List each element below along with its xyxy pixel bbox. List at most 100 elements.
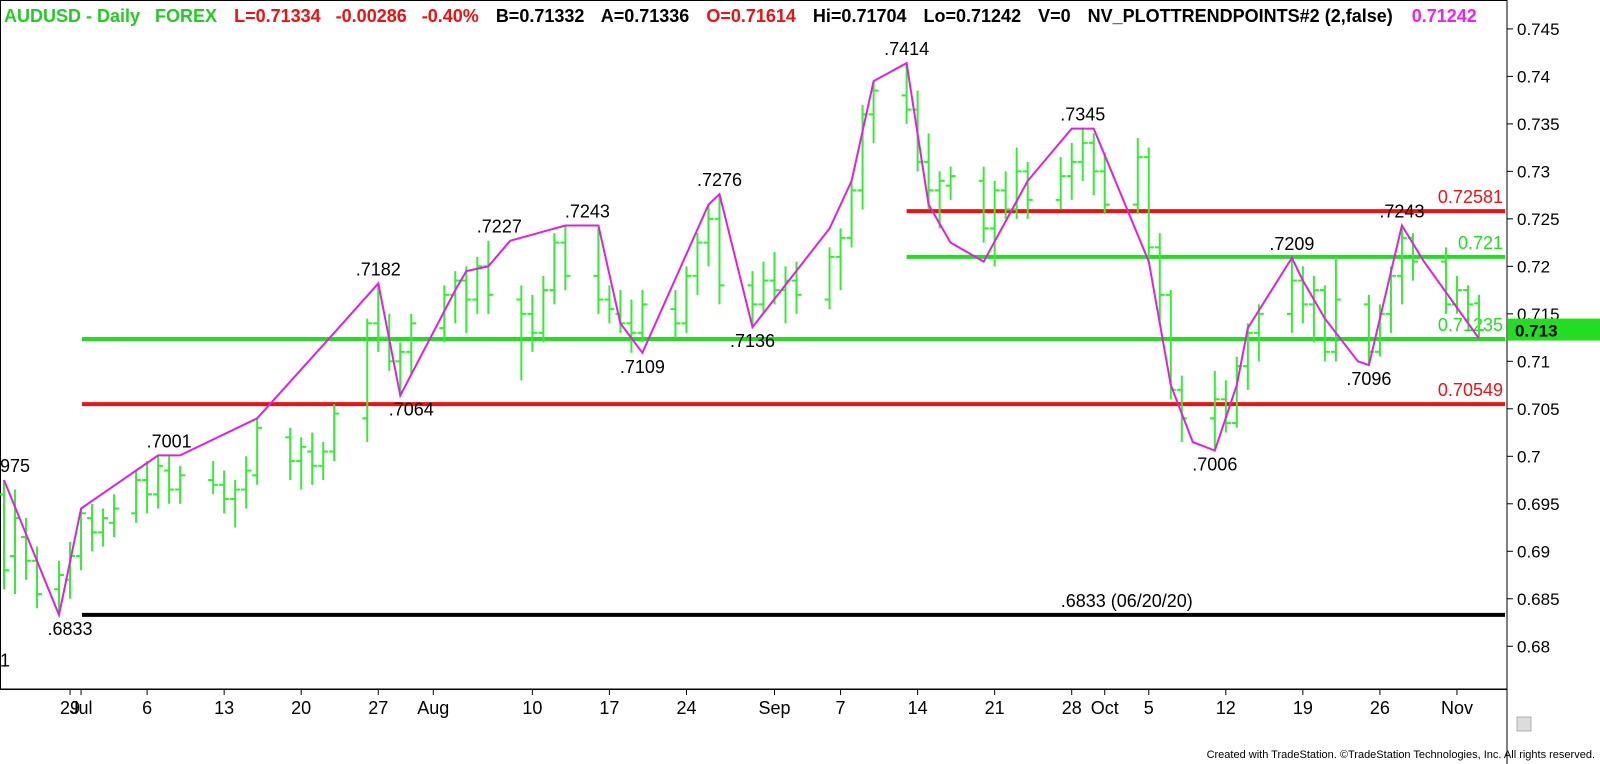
x-tick-label: 10 [522,698,542,718]
y-tick-label: 0.73 [1517,162,1550,181]
pivot-label: .7414 [884,39,929,59]
ohlc-bar [703,204,714,267]
ohlc-bar [1176,375,1187,443]
x-tick-label: 14 [908,698,928,718]
ohlc-bar [978,166,989,243]
ohlc-bar [1319,285,1330,362]
ohlc-bar [252,418,263,485]
pivot-label: .7182 [356,259,401,279]
ohlc-bar [1000,171,1011,219]
ohlc-bar [1088,133,1099,196]
level-label-0: 0.72581 [1438,187,1503,207]
y-tick-label: 0.695 [1517,495,1560,514]
ohlc-bar [692,233,703,295]
x-tick-label: 6 [142,698,152,718]
footer-copyright: Created with TradeStation. ©TradeStation… [1207,749,1595,761]
ohlc-bar [846,180,857,248]
y-tick-label: 0.735 [1517,115,1560,134]
last-price-marker-label: 0.713 [1515,322,1558,341]
x-tick-label: Sep [759,698,791,718]
x-tick-label: 24 [676,698,696,718]
ohlc-bar [934,171,945,229]
y-tick-label: 0.7 [1517,447,1541,466]
ohlc-bar [87,503,98,552]
pivot-label: .7006 [1192,455,1237,475]
pivot-label: .7276 [697,170,742,190]
x-tick-label: 12 [1216,698,1236,718]
y-tick-label: 0.71 [1517,352,1550,371]
x-tick-label: 19 [1293,698,1313,718]
pivot-label: .7209 [1269,234,1314,254]
ohlc-bar [142,461,153,514]
ohlc-bar [747,271,758,328]
ohlc-bar [945,166,956,200]
ohlc-bar [131,470,142,523]
x-tick-label: 21 [985,698,1005,718]
ohlc-bar [1220,380,1231,433]
x-tick-label: 17 [599,698,619,718]
y-tick-label: 0.745 [1517,20,1560,39]
ohlc-bar [1330,256,1341,362]
ohlc-bar [0,480,9,590]
pivot-label: .7243 [1379,202,1424,222]
ohlc-bar [857,104,868,210]
last-price-marker [1508,318,1600,341]
ohlc-bar [1385,266,1396,333]
x-tick-label: 5 [1144,698,1154,718]
ohlc-bar [1396,225,1407,305]
ohlc-bar [1132,138,1143,215]
x-tick-label: 29 [60,698,80,718]
ohlc-bar [549,233,560,305]
ohlc-bar [307,432,318,485]
ohlc-bar [1253,304,1264,362]
ohlc-bar [373,283,384,352]
pivot-label: .7345 [1060,105,1105,125]
ohlc-bar [98,508,109,547]
x-tick-label: Oct [1091,698,1119,718]
ohlc-bar [472,256,483,314]
y-tick-label: 0.705 [1517,400,1560,419]
ohlc-bar [76,508,87,571]
x-tick-label: 27 [368,698,388,718]
ohlc-bar [868,81,879,143]
ohlc-bar [714,194,725,305]
ohlc-bar [670,290,681,338]
ohlc-bar [153,455,164,509]
y-tick-label: 0.685 [1517,590,1560,609]
pivot-label: .7001 [147,431,192,451]
ohlc-bar [604,285,615,324]
pivot-label: .7227 [477,217,522,237]
ohlc-bar [164,456,175,504]
ohlc-bar [1066,142,1077,200]
ohlc-bar [208,461,219,495]
ohlc-bar [395,342,406,396]
symbol-label: AUDUSD - Daily [4,6,140,26]
ohlc-bar [637,290,648,343]
ohlc-bar [406,313,417,376]
ohlc-bar [989,180,1000,267]
ohlc-bar [758,261,769,314]
ohlc-bar [21,518,32,580]
ohlc-bar [923,133,934,210]
x-tick-label: 7 [836,698,846,718]
level-label-3: 0.70549 [1438,380,1503,400]
open-price: O=0.71614 [706,6,796,26]
scrollbar-thumb[interactable] [1516,716,1532,732]
ohlc-bar [54,560,65,615]
ohlc-bar [32,546,43,609]
ohlc-bar [560,225,571,291]
ohlc-bar [241,456,252,509]
x-tick-label: 20 [291,698,311,718]
high-price: Hi=0.71704 [813,6,907,26]
bid-price: B=0.71332 [496,6,585,26]
x-tick-label: 26 [1370,698,1390,718]
ohlc-bar [362,318,373,443]
ohlc-bar [1462,285,1473,319]
ohlc-bar [1143,147,1154,262]
ohlc-bar [1286,257,1297,333]
ohlc-bar [1022,161,1033,219]
ohlc-bar [1077,128,1088,181]
ohlc-bar [824,247,835,310]
